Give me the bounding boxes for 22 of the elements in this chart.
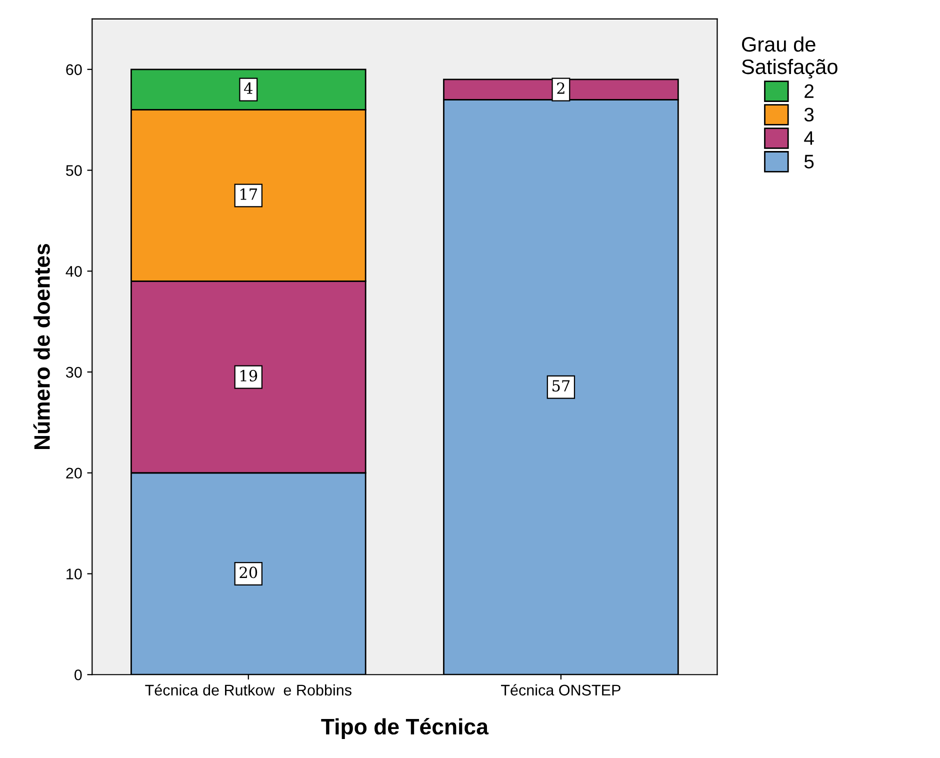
y-tick-label: 20	[66, 468, 82, 479]
legend-label: 3	[804, 108, 814, 122]
y-axis-title: Número de doentes	[33, 244, 50, 450]
legend-label: 5	[804, 154, 814, 168]
data-label: 17	[240, 188, 258, 200]
y-tick-label: 10	[66, 568, 82, 580]
data-label: 57	[552, 380, 570, 392]
data-label: 4	[244, 82, 252, 94]
data-label: 2	[557, 82, 564, 94]
data-label: 20	[240, 566, 258, 578]
x-axis-title: Tipo de Técnica	[321, 718, 489, 739]
legend-label: 4	[804, 131, 814, 145]
y-tick-label: 50	[66, 165, 82, 176]
x-tick-label: Técnica de Rutkow e Robbins	[145, 684, 352, 696]
y-tick-label: 60	[66, 64, 82, 76]
legend-label: 2	[804, 84, 814, 98]
y-tick-label: 0	[74, 669, 82, 680]
y-tick-label: 30	[66, 366, 82, 378]
legend-title: Grau de Satisfação	[742, 36, 838, 78]
y-tick-label: 40	[66, 266, 82, 277]
x-tick-label: Técnica ONSTEP	[501, 684, 620, 696]
data-label: 19	[240, 370, 258, 382]
